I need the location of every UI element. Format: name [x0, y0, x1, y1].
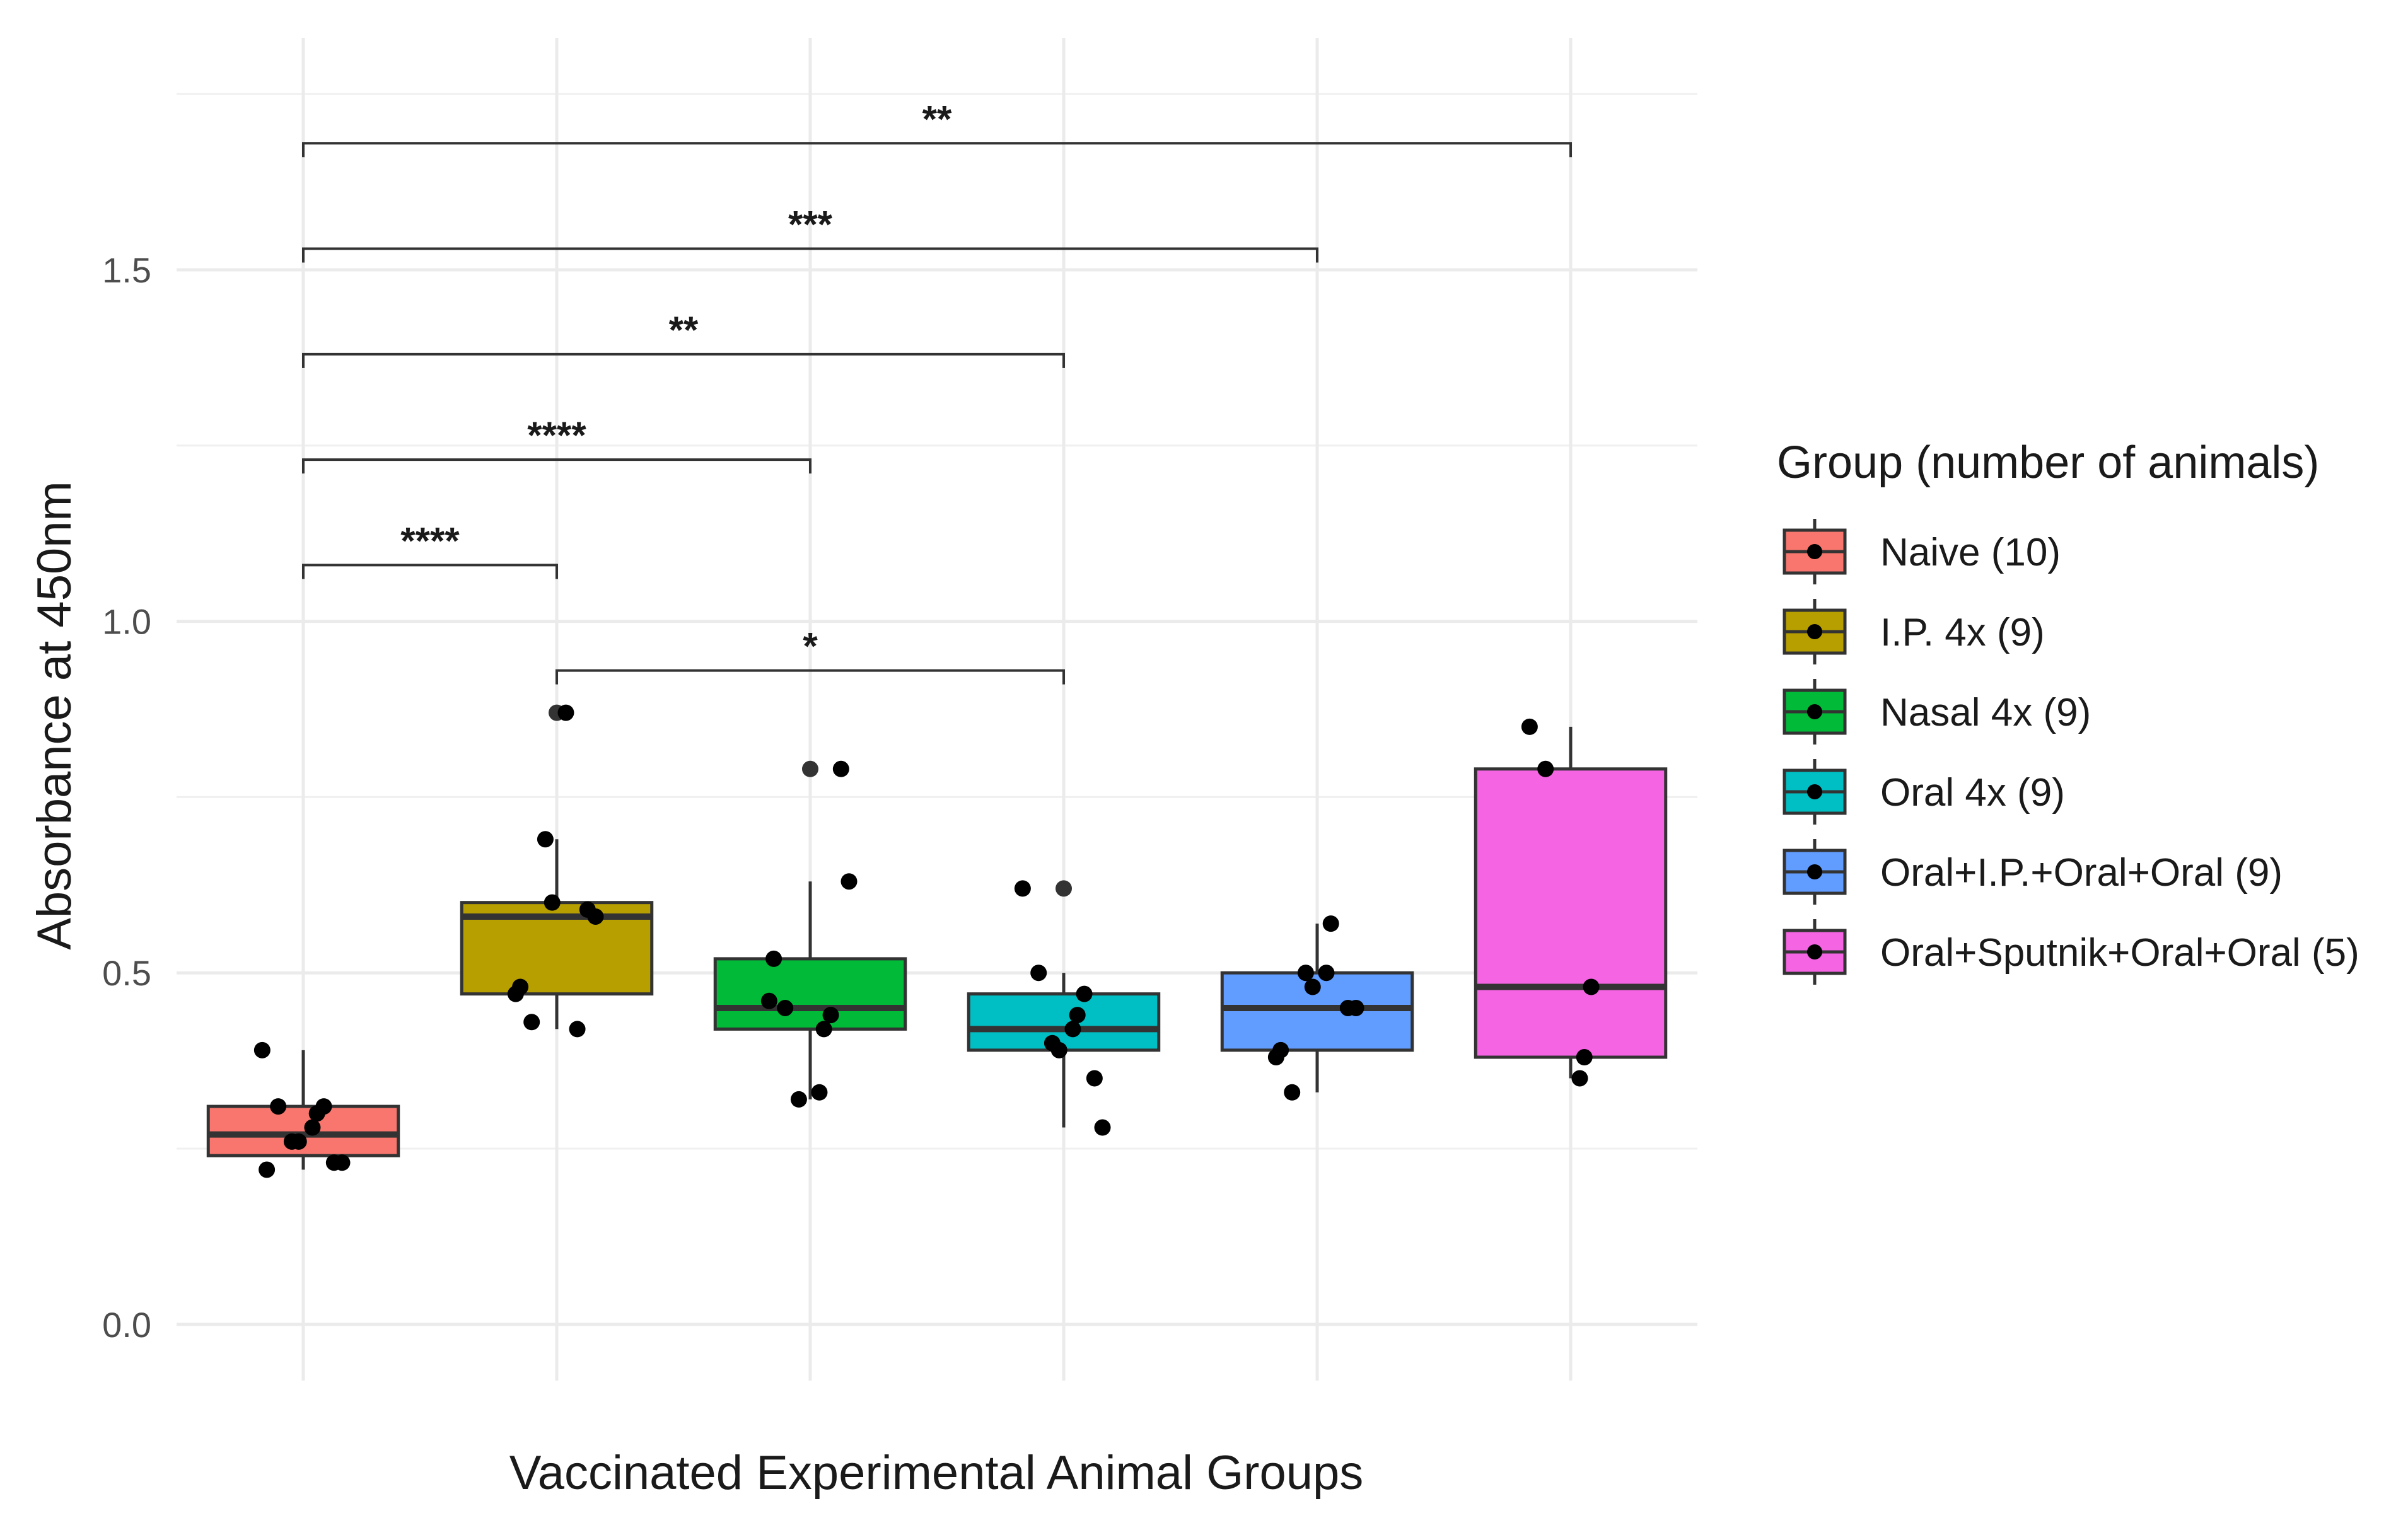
data-point	[304, 1119, 321, 1136]
significance-brackets: ****************	[302, 98, 1572, 685]
legend-key-point	[1807, 864, 1822, 879]
data-point	[1014, 880, 1031, 897]
data-point	[512, 978, 529, 995]
significance-bracket	[555, 669, 1065, 685]
data-point	[1322, 915, 1339, 932]
data-point	[315, 1098, 332, 1115]
data-point	[1571, 1070, 1588, 1087]
data-point	[1076, 985, 1093, 1002]
data-point	[1318, 965, 1335, 982]
legend: Group (number of animals) Naive (10) I.P.…	[1777, 438, 2359, 985]
data-point	[579, 901, 596, 918]
legend-key-point	[1807, 704, 1822, 719]
data-point	[1304, 978, 1321, 995]
data-point	[253, 1041, 270, 1058]
data-point	[1297, 965, 1314, 982]
data-point	[1521, 718, 1538, 735]
data-point	[283, 1133, 300, 1150]
legend-label: Oral+I.P.+Oral+Oral (9)	[1880, 851, 2283, 895]
data-point	[811, 1084, 828, 1101]
x-axis-title: Vaccinated Experimental Animal Groups	[509, 1446, 1364, 1500]
legend-key-point	[1807, 944, 1822, 959]
data-point	[1064, 1021, 1081, 1038]
y-axis-title: Absorbance at 450nm	[28, 481, 81, 950]
data-point	[760, 992, 777, 1009]
significance-bracket	[302, 458, 811, 474]
data-point	[544, 894, 561, 911]
legend-key-point	[1807, 544, 1822, 559]
box	[1474, 767, 1668, 1059]
outlier-point	[1056, 880, 1072, 897]
data-point	[1094, 1119, 1111, 1136]
y-tick-label: 0.5	[102, 953, 151, 993]
legend-label: Oral+Sputnik+Oral+Oral (5)	[1880, 931, 2359, 975]
data-point	[270, 1098, 287, 1115]
significance-label: **	[669, 309, 699, 351]
significance-label: ****	[400, 519, 460, 562]
y-tick-label: 1.0	[102, 602, 151, 642]
y-tick-label: 0.0	[102, 1305, 151, 1345]
significance-label: ****	[527, 414, 586, 456]
data-point	[325, 1154, 342, 1171]
data-point	[765, 950, 782, 967]
legend-label: I.P. 4x (9)	[1880, 611, 2045, 654]
data-point	[1030, 965, 1047, 982]
significance-label: **	[922, 98, 952, 140]
significance-bracket	[302, 247, 1318, 263]
data-point	[777, 999, 794, 1016]
legend-items: Naive (10) I.P. 4x (9) Nasal 4x (9) Oral 4x…	[1783, 519, 2359, 985]
box	[713, 957, 907, 1031]
data-points	[253, 704, 1600, 1178]
data-point	[840, 873, 858, 890]
data-point	[1576, 1049, 1593, 1066]
data-point	[259, 1161, 276, 1178]
grid	[177, 38, 1697, 1381]
significance-bracket	[302, 564, 558, 579]
data-point	[1284, 1084, 1301, 1101]
data-point	[1272, 1041, 1289, 1058]
legend-key-point	[1807, 784, 1822, 799]
box	[967, 992, 1161, 1052]
data-point	[557, 704, 574, 721]
data-point	[1339, 999, 1356, 1016]
data-point	[815, 1021, 832, 1038]
data-point	[569, 1021, 586, 1038]
data-point	[790, 1091, 807, 1108]
legend-label: Oral 4x (9)	[1880, 771, 2065, 814]
data-point	[1583, 978, 1600, 995]
data-point	[1086, 1070, 1103, 1087]
y-tick-label: 1.5	[102, 250, 151, 290]
data-point	[523, 1014, 540, 1031]
data-point	[537, 831, 554, 848]
significance-bracket	[302, 142, 1572, 158]
legend-label: Naive (10)	[1880, 531, 2061, 574]
legend-key-point	[1807, 624, 1822, 639]
significance-bracket	[302, 352, 1065, 368]
legend-label: Nasal 4x (9)	[1880, 691, 2091, 734]
data-point	[1044, 1034, 1061, 1052]
legend-title: Group (number of animals)	[1777, 438, 2319, 488]
outlier-point	[802, 760, 818, 777]
data-point	[1537, 760, 1554, 777]
data-point	[822, 1007, 839, 1024]
data-point	[1069, 1007, 1086, 1024]
significance-label: *	[803, 625, 818, 668]
significance-label: ***	[788, 204, 833, 246]
data-point	[832, 760, 849, 777]
y-axis: 0.0 0.5 1.0 1.5	[102, 250, 151, 1345]
